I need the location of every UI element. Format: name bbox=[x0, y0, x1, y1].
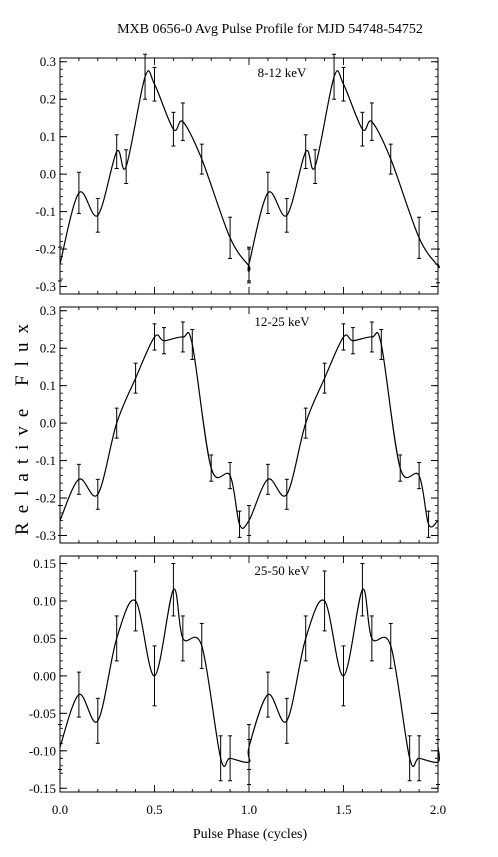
y-tick-label: -0.1 bbox=[35, 453, 56, 468]
y-tick-label: 0.3 bbox=[40, 54, 56, 69]
y-tick-label: -0.10 bbox=[29, 743, 56, 758]
y-tick-label: -0.2 bbox=[35, 242, 56, 257]
y-tick-label: -0.3 bbox=[35, 528, 56, 543]
y-tick-label: 0.00 bbox=[33, 668, 56, 683]
x-tick-label: 1.5 bbox=[335, 802, 351, 817]
y-tick-label: 0.0 bbox=[40, 167, 56, 182]
y-tick-label: -0.05 bbox=[29, 706, 56, 721]
y-tick-label: -0.1 bbox=[35, 204, 56, 219]
y-axis-label: Relative Flux bbox=[12, 315, 33, 535]
x-tick-label: 1.0 bbox=[241, 802, 257, 817]
y-tick-label: 0.15 bbox=[33, 556, 56, 571]
x-tick-label: 0.0 bbox=[52, 802, 68, 817]
panel-label: 25-50 keV bbox=[254, 563, 310, 578]
y-tick-label: 0.05 bbox=[33, 631, 56, 646]
y-tick-label: -0.15 bbox=[29, 781, 56, 796]
y-tick-label: 0.2 bbox=[40, 341, 56, 356]
y-tick-label: 0.3 bbox=[40, 303, 56, 318]
y-tick-label: -0.2 bbox=[35, 491, 56, 506]
y-tick-label: 0.2 bbox=[40, 92, 56, 107]
panel-label: 12-25 keV bbox=[254, 314, 310, 329]
y-tick-label: 0.1 bbox=[40, 378, 56, 393]
y-tick-label: 0.1 bbox=[40, 129, 56, 144]
panel-label: 8-12 keV bbox=[258, 65, 307, 80]
y-tick-label: -0.3 bbox=[35, 279, 56, 294]
pulse-curve bbox=[59, 70, 440, 272]
y-tick-label: 0.0 bbox=[40, 416, 56, 431]
y-tick-label: 0.10 bbox=[33, 593, 56, 608]
x-tick-label: 0.5 bbox=[146, 802, 162, 817]
x-axis-label: Pulse Phase (cycles) bbox=[193, 827, 308, 842]
chart-title: MXB 0656-0 Avg Pulse Profile for MJD 547… bbox=[117, 22, 423, 37]
x-tick-label: 2.0 bbox=[430, 802, 446, 817]
